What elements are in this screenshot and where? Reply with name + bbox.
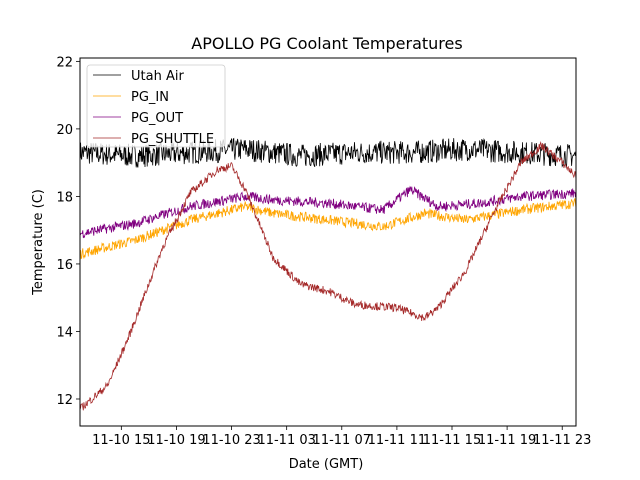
y-tick-label: 22	[56, 55, 73, 70]
series-line-utah-air	[79, 137, 577, 169]
y-axis: 12 14 16 18 20 22	[56, 55, 80, 408]
y-tick-label: 18	[56, 190, 73, 205]
x-tick-label: 11-11 07	[313, 433, 371, 448]
x-tick-label: 11-11 03	[257, 433, 315, 448]
legend-label: PG_IN	[131, 90, 169, 105]
series-line-pg-in	[79, 197, 577, 260]
chart-title: APOLLO PG Coolant Temperatures	[191, 34, 462, 53]
x-tick-label: 11-11 19	[478, 433, 536, 448]
y-tick-label: 12	[56, 393, 73, 408]
x-tick-label: 11-10 19	[147, 433, 205, 448]
y-tick-label: 14	[56, 325, 73, 340]
x-tick-label: 11-10 23	[202, 433, 260, 448]
x-tick-label: 11-10 15	[92, 433, 150, 448]
x-axis-label: Date (GMT)	[289, 457, 364, 472]
legend: Utah Air PG_IN PG_OUT PG_SHUTTLE	[86, 64, 226, 148]
x-tick-label: 11-11 11	[368, 433, 426, 448]
legend-box	[86, 64, 226, 148]
legend-label: PG_SHUTTLE	[131, 132, 214, 147]
series-line-pg-out	[79, 185, 577, 239]
y-axis-label: Temperature (C)	[31, 189, 46, 296]
series-layer	[79, 137, 577, 411]
legend-label: Utah Air	[131, 69, 184, 84]
plot-frame	[79, 57, 577, 427]
legend-label: PG_OUT	[131, 111, 183, 126]
x-tick-label: 11-11 23	[533, 433, 591, 448]
y-tick-label: 16	[56, 258, 73, 273]
series-line-pg-shuttle	[79, 141, 577, 411]
x-tick-label: 11-11 15	[423, 433, 481, 448]
y-tick-label: 20	[56, 123, 73, 138]
